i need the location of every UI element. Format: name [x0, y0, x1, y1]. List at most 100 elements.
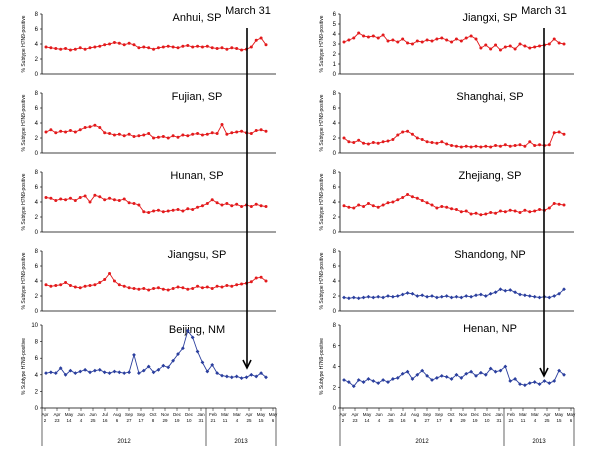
x-day-label: 6: [272, 418, 275, 423]
data-point: [230, 204, 234, 208]
data-point: [137, 203, 141, 207]
data-point: [122, 284, 126, 288]
x-day-label: 14: [66, 418, 72, 423]
x-day-label: 23: [352, 418, 358, 423]
x-month-label: Apr: [351, 412, 359, 417]
data-point: [220, 285, 224, 289]
chart-title: Beijing, NM: [169, 324, 225, 336]
data-point: [68, 129, 72, 132]
data-point: [528, 46, 532, 50]
x-month-label: Feb: [209, 412, 217, 417]
x-day-label: 4: [534, 418, 537, 423]
data-point: [405, 369, 410, 374]
y-tick-label: 6: [333, 12, 337, 18]
data-point: [68, 368, 73, 373]
data-point: [210, 362, 215, 367]
data-point: [176, 208, 180, 211]
data-point: [464, 294, 469, 298]
chart-title: Zhejiang, SP: [459, 170, 522, 182]
data-point: [249, 205, 253, 208]
x-month-label: Apr: [245, 412, 253, 417]
data-point: [464, 36, 468, 40]
data-point: [229, 375, 234, 380]
data-point: [49, 196, 53, 200]
chart-title: Jiangsu, SP: [168, 249, 227, 261]
x-month-label: May: [555, 412, 564, 417]
data-point: [132, 43, 136, 47]
data-point: [371, 295, 376, 300]
data-point: [200, 133, 204, 137]
data-point: [73, 285, 77, 289]
data-point: [103, 43, 107, 47]
data-point: [547, 381, 552, 385]
data-point: [381, 378, 386, 382]
data-point: [562, 132, 566, 136]
data-point: [503, 288, 508, 293]
data-point: [420, 138, 424, 141]
data-point: [498, 144, 502, 148]
data-point: [239, 376, 244, 381]
y-tick-label: 4: [35, 373, 39, 379]
series-line: [45, 194, 267, 213]
data-point: [112, 369, 117, 374]
x-day-label: 16: [400, 418, 406, 423]
data-point: [205, 285, 209, 289]
x-day-label: 21: [210, 418, 216, 423]
x-day-label: 6: [116, 418, 119, 423]
data-point: [132, 287, 136, 290]
data-point: [391, 138, 395, 141]
data-point: [64, 130, 68, 134]
data-point: [376, 36, 380, 40]
data-point: [117, 199, 121, 202]
data-point: [366, 294, 371, 299]
data-point: [469, 369, 474, 374]
y-tick-label: 0: [35, 309, 39, 315]
data-point: [406, 193, 410, 196]
x-month-label: Dec: [185, 412, 194, 417]
y-axis-label: % Subtype H7N9-positive: [319, 94, 325, 151]
data-point: [405, 291, 410, 295]
data-point: [376, 381, 381, 385]
chart-panel: 0 2 4 6 8 10 % Subtype H7N9-positive Beijing, N…: [21, 323, 276, 412]
data-point: [254, 129, 258, 132]
data-point: [195, 349, 200, 354]
data-point: [117, 370, 122, 375]
data-point: [88, 46, 92, 50]
x-month-label: Mar: [531, 412, 539, 417]
data-point: [108, 42, 112, 46]
data-point: [552, 131, 556, 135]
data-point: [518, 143, 522, 147]
y-axis-label: % Subtype H7N9-positive: [21, 15, 27, 72]
data-point: [230, 46, 234, 50]
data-point: [186, 134, 190, 138]
y-tick-label: 8: [35, 170, 39, 176]
data-point: [161, 287, 165, 291]
data-point: [518, 292, 522, 297]
data-point: [513, 47, 517, 51]
chart-title: Anhui, SP: [173, 12, 222, 24]
data-point: [342, 136, 346, 140]
data-point: [474, 37, 478, 41]
x-month-label: Jun: [89, 412, 97, 417]
data-point: [210, 131, 214, 135]
data-point: [513, 209, 517, 213]
data-point: [445, 142, 449, 146]
data-point: [156, 367, 161, 372]
data-point: [191, 132, 195, 136]
data-point: [469, 145, 473, 149]
data-point: [528, 210, 532, 214]
data-point: [440, 36, 444, 40]
data-point: [254, 374, 259, 379]
data-point: [532, 380, 537, 384]
data-point: [503, 143, 507, 147]
data-point: [58, 366, 63, 371]
data-point: [376, 205, 380, 209]
data-point: [249, 372, 254, 377]
x-day-label: 31: [496, 418, 502, 423]
chart-title: Hunan, SP: [170, 170, 223, 182]
data-point: [513, 290, 518, 295]
y-tick-label: 8: [333, 91, 337, 97]
data-point: [522, 383, 527, 388]
data-point: [454, 37, 458, 41]
data-point: [401, 130, 405, 134]
